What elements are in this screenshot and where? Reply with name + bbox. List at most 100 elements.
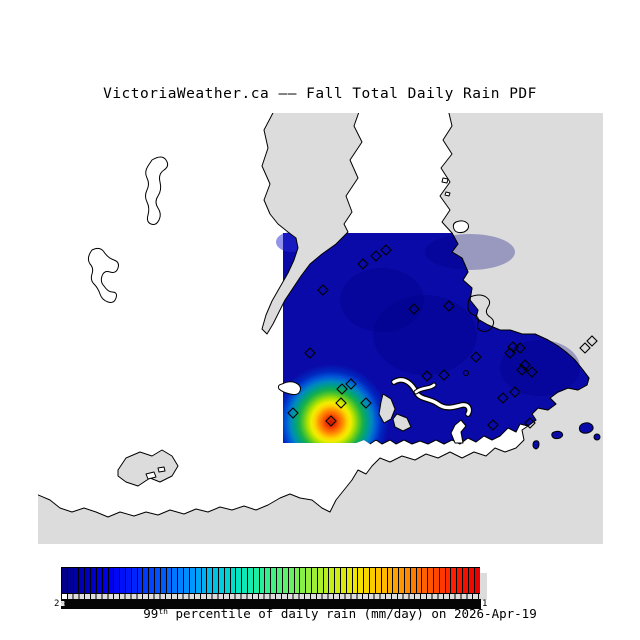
colorbar-cell	[154, 568, 160, 593]
colorbar-ticks	[61, 594, 481, 600]
sooke-basin	[117, 449, 179, 487]
station-diamond	[443, 300, 455, 312]
colorbar-cell	[386, 568, 393, 593]
station-diamond	[370, 250, 382, 262]
station-diamond	[514, 342, 526, 354]
colorbar-cell	[252, 568, 259, 593]
colorbar-cell	[403, 568, 410, 593]
colorbar-cell	[212, 568, 218, 593]
station-diamond	[336, 383, 348, 395]
colorbar-cell	[345, 568, 352, 593]
caption-superscript: th	[158, 607, 168, 616]
colorbar-cell	[427, 568, 433, 593]
colorbar-cell	[316, 568, 323, 593]
colorbar-cell	[229, 568, 236, 593]
colorbar-cell	[142, 568, 149, 593]
colorbar-last-label: 1	[482, 599, 488, 609]
chart-title: VictoriaWeather.ca —— Fall Total Daily R…	[103, 86, 537, 102]
colorbar-cell	[200, 568, 207, 593]
colorbar-cell	[217, 568, 224, 593]
colorbar-cell	[340, 568, 346, 593]
colorbar-cell	[258, 568, 265, 593]
colorbar-cell	[450, 568, 457, 593]
saanich-inlet	[261, 113, 363, 335]
station-diamond	[345, 378, 357, 390]
colorbar-first-label: 2	[54, 599, 60, 609]
colorbar-cell	[444, 568, 451, 593]
station-diamond	[325, 415, 337, 427]
station-diamond	[317, 284, 329, 296]
station-diamond	[304, 347, 316, 359]
colorbar-cell	[72, 568, 79, 593]
rainfall-hotspot	[283, 364, 389, 444]
island	[441, 177, 449, 184]
station-diamond	[509, 386, 521, 398]
colorbar-cell	[299, 568, 306, 593]
colorbar-cell	[409, 568, 416, 593]
station-diamond	[519, 359, 531, 371]
colorbar-cell	[95, 568, 102, 593]
colorbar	[61, 567, 480, 594]
colorbar-cell	[322, 568, 329, 593]
colorbar-cell	[188, 568, 195, 593]
station-diamond	[287, 407, 299, 419]
station-markers	[287, 244, 598, 431]
colorbar-cell	[351, 568, 358, 593]
colorbar-tick-labels: 24%9.3#61:8%5.9#84;2%7.3#91:6%4.8#25;1%8…	[61, 599, 481, 609]
colorbar-cell	[380, 568, 387, 593]
victoria-harbour	[450, 419, 467, 444]
station-diamond	[586, 335, 598, 347]
colorbar-cell	[369, 568, 375, 593]
colorbar-cell	[223, 568, 230, 593]
colorbar-cell	[421, 568, 428, 593]
colorbar-cell	[130, 568, 137, 593]
station-diamond	[360, 397, 372, 409]
colorbar-cell	[392, 568, 399, 593]
field-shade	[373, 295, 477, 375]
colorbar-cell	[433, 568, 439, 593]
station-diamond	[504, 347, 516, 359]
colorbar-cell	[84, 568, 91, 593]
colorbar-cell	[171, 568, 178, 593]
station-diamond	[380, 244, 392, 256]
east-coastline	[369, 232, 590, 445]
shawnigan-lake	[145, 156, 169, 225]
colorbar-cell	[119, 568, 125, 593]
colorbar-cell	[206, 568, 213, 593]
basin-islet	[157, 466, 166, 473]
station-diamond	[526, 366, 538, 378]
colorbar-cell	[270, 568, 277, 593]
colorbar-cell	[462, 568, 468, 593]
colorbar-cell	[293, 568, 300, 593]
station-diamond	[524, 417, 536, 429]
colorbar-cell	[276, 568, 282, 593]
colorbar-cell	[159, 568, 166, 593]
colorbar-cell	[264, 568, 271, 593]
colorbar-cell	[101, 568, 108, 593]
colorbar-cell	[374, 568, 381, 593]
station-diamond	[335, 397, 347, 409]
colorbar-cell	[287, 568, 294, 593]
colorbar-cell	[90, 568, 96, 593]
lagoon	[378, 393, 396, 424]
station-diamond	[421, 370, 433, 382]
colorbar-cell	[78, 568, 85, 593]
offshore-islet	[551, 430, 564, 440]
colorbar-cell	[415, 568, 422, 593]
colorbar-cell	[247, 568, 253, 593]
colorbar-cell	[165, 568, 172, 593]
lake	[87, 247, 119, 303]
colorbar-cell	[305, 568, 311, 593]
colorbar-cell	[473, 568, 480, 593]
field-shade	[500, 340, 580, 396]
station-diamond	[470, 351, 482, 363]
colorbar-cell	[456, 568, 463, 593]
colorbar-cell	[398, 568, 404, 593]
caption-prefix: 99	[143, 606, 159, 621]
offshore-islet	[578, 422, 594, 434]
caption: 99th percentile of daily rain (mm/day) o…	[110, 606, 570, 621]
colorbar-cell	[363, 568, 370, 593]
station-diamond	[507, 341, 519, 353]
colorbar-cell	[148, 568, 154, 593]
